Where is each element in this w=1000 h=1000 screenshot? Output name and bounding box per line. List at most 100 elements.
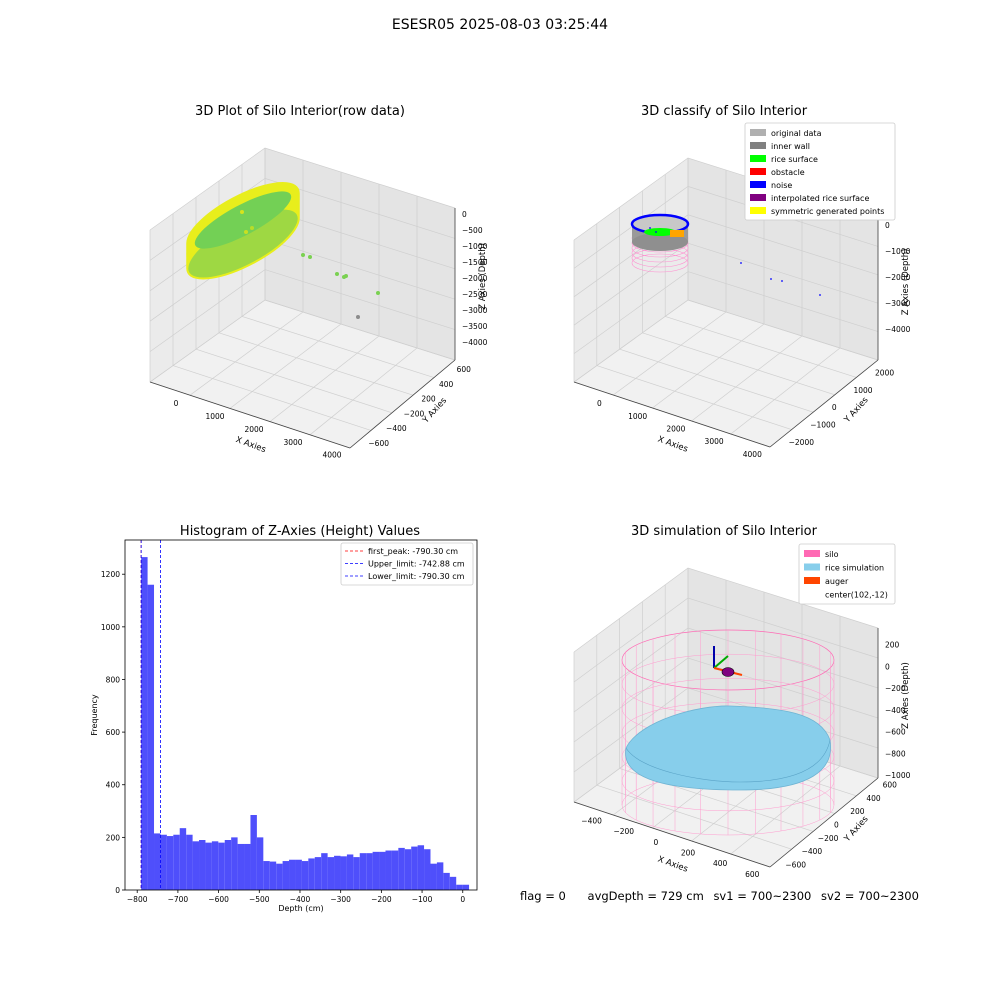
p3-hist-bar [321,853,328,890]
p4-z-tick-label: −200 [885,684,906,693]
p3-y-tick-label: 800 [106,675,121,684]
p1-y-tick-label: 200 [421,395,436,404]
p3-hist-bar [276,863,283,890]
p3-legend-label: Upper_limit: -742.88 cm [368,560,465,569]
p1-grid-line [218,332,414,396]
p2-y-tick-label: −1000 [810,421,836,430]
p2-noise-point [649,227,651,229]
p2-z-tick-label: −4000 [885,325,911,334]
p1-z-tick-label: −2000 [462,274,488,283]
p2-z-tick-label: −3000 [885,299,911,308]
p1-z-tick-label: −500 [462,226,483,235]
p1-x-tick-label: 2000 [244,425,263,434]
p3-hist-bar [282,861,290,890]
p4-legend-label: silo [825,550,839,559]
p2-legend-swatch [750,181,766,188]
p3-hist-bar [462,884,470,890]
p1-grid-line [195,348,393,414]
p3-hist-bar [301,861,309,890]
p2-grid-line [691,335,803,422]
figure-title: ESESR05 2025-08-03 03:25:44 [391,17,609,33]
p2-y-tick-label: 2000 [875,368,894,377]
p2-grid-line [665,316,857,378]
p4-y-axis-label: Y Axies [842,814,871,845]
p4-z-tick-label: −1000 [885,771,911,780]
panel-histogram: −800 −700 −600 −500 −400 −300 −200 −100 0 0 200 400… [90,539,478,913]
p1-data-point [301,253,305,257]
p2-grid-line [612,311,727,396]
p4-z-tick-label: −800 [885,749,906,758]
p4-x-tick-label: 600 [745,870,760,879]
p3-x-tick-label: 0 [460,895,465,904]
p2-y-tick-label: −2000 [789,438,815,447]
p2-grid-line [619,348,814,413]
p2-y-tick-label: 0 [832,403,837,412]
p4-legend-label: center(102,-12) [825,591,888,600]
p3-hist-bar [430,863,437,890]
p2-x-axis-line [573,381,771,448]
p1-z-tick-label: −1500 [462,258,488,267]
p1-grid-line [269,335,380,422]
p3-hist-bar [244,843,251,890]
p1-data-point [308,255,312,259]
panel-1-title: 3D Plot of Silo Interior(row data) [195,104,405,119]
p2-x-tick-label: 4000 [743,450,762,459]
p1-grid-line [172,365,372,431]
p2-noise-point [740,262,742,264]
p3-hist-bar [166,836,174,890]
p3-y-tick-label: 0 [115,886,120,895]
p3-y-axis-label: Frequency [90,694,99,736]
p4-legend-label: rice simulation [825,564,884,573]
p3-hist-bar [359,853,367,890]
p3-hist-bar [211,841,219,890]
p1-data-point [244,230,248,234]
p3-hist-bar [411,846,418,890]
p4-x-tick-label: −400 [581,817,602,826]
p4-y-tick-label: −400 [802,847,823,856]
p4-z-axis-label: Z Axies (Depth) [901,662,911,729]
p4-center-marker [721,667,735,677]
p3-hist-bar [173,834,180,890]
p3-x-tick-label: −700 [168,895,189,904]
p1-data-point [250,226,254,230]
p3-hist-bar [353,857,360,890]
p1-z-tick-label: −3000 [462,306,488,315]
p3-hist-bar [147,584,155,890]
p1-y-tick-label: −200 [404,409,425,418]
p2-y-axis-label: Y Axies [842,395,871,426]
p2-x-tick-label: 0 [597,399,602,408]
p4-y-tick-label: 400 [866,794,881,803]
p4-z-tick-label: −400 [885,706,906,715]
p4-x-tick-label: 0 [653,838,658,847]
p2-legend-swatch [750,207,766,214]
p1-data-point [342,275,346,279]
p1-data-point [376,291,380,295]
p1-grid-line [264,299,456,361]
p3-hist-bar [327,857,335,890]
p2-legend-label: interpolated rice surface [771,194,869,203]
p3-hist-bar [385,850,392,890]
p3-legend-label: Lower_limit: -790.30 cm [368,572,465,581]
p3-hist-bar [269,861,277,890]
p3-x-tick-label: −400 [290,895,311,904]
p2-rice-surface [644,228,676,236]
p2-legend-label: symmetric generated points [771,207,884,216]
p2-legend-swatch [750,194,766,201]
p3-hist-bar [224,840,232,890]
p2-legend-label: obstacle [771,168,805,177]
p2-y-axis-line [769,359,879,448]
p3-hist-bar [334,855,341,890]
p2-x-axis-label: X Axies [656,435,689,455]
p1-data-point [240,210,244,214]
p4-x-tick-label: −200 [613,827,634,836]
p3-y-tick-label: 1200 [101,570,120,579]
p2-obstacle [670,230,684,237]
p3-legend-box [340,542,474,586]
p4-z-tick-label: 200 [885,641,900,650]
p4-z-tick-label: −600 [885,728,906,737]
p3-x-tick-label: −800 [127,895,148,904]
p3-hist-bar [314,857,322,890]
p3-hist-bar [404,849,412,890]
